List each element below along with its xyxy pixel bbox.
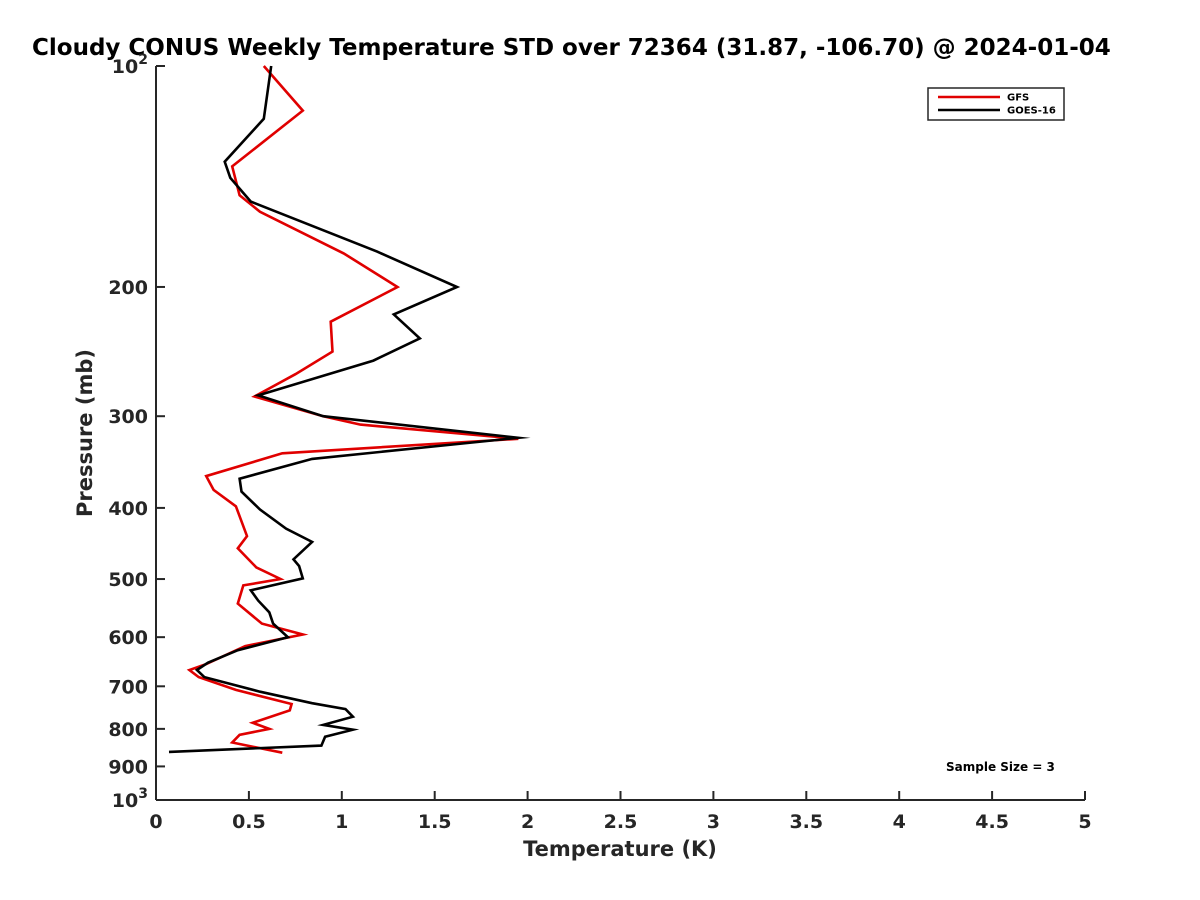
legend-label: GOES-16: [1007, 106, 1056, 117]
x-tick-label: 1: [335, 811, 348, 833]
x-tick-label: 4.5: [975, 811, 1009, 833]
y-tick-label: 700: [108, 676, 148, 698]
y-tick-base: 10: [112, 56, 138, 78]
y-tick-label: 102: [112, 52, 148, 78]
y-tick-label: 900: [108, 756, 148, 778]
x-tick-label: 1.5: [418, 811, 452, 833]
y-tick-label: 103: [112, 786, 148, 812]
plot-area: [155, 66, 1085, 801]
y-tick-label: 800: [108, 719, 148, 741]
chart-title: Cloudy CONUS Weekly Temperature STD over…: [32, 35, 1111, 61]
x-tick-label: 0.5: [232, 811, 266, 833]
x-tick-label: 3: [707, 811, 720, 833]
y-tick-label: 500: [108, 569, 148, 591]
legend: GFS GOES-16: [927, 87, 1065, 121]
x-tick-label: 2: [521, 811, 534, 833]
y-tick-exponent: 2: [138, 52, 148, 68]
x-tick-label: 5: [1078, 811, 1091, 833]
y-tick-label: 300: [108, 406, 148, 428]
y-tick-label: 200: [108, 277, 148, 299]
series-line-gfs: [186, 65, 519, 754]
sample-size-annotation: Sample Size = 3: [946, 760, 1055, 774]
y-axis-label: Pressure (mb): [73, 349, 97, 517]
series-layer: [168, 65, 531, 754]
legend-label: GFS: [1007, 93, 1029, 104]
x-tick-label: 3.5: [789, 811, 823, 833]
y-tick-label: 600: [108, 627, 148, 649]
y-tick-label: 400: [108, 498, 148, 520]
legend-box: [927, 87, 1065, 121]
x-axis-ticks: 0 0.5 1 1.5 2 2.5 3 3.5 4 4.5 5: [149, 791, 1092, 833]
series-line-goes-16: [168, 65, 531, 754]
x-tick-label: 2.5: [604, 811, 638, 833]
y-tick-exponent: 3: [138, 786, 148, 802]
legend-entries: GFS GOES-16: [938, 93, 1056, 117]
y-tick-base: 10: [112, 790, 138, 812]
x-tick-label: 0: [149, 811, 162, 833]
x-axis-label: Temperature (K): [523, 837, 717, 861]
x-tick-label: 4: [893, 811, 906, 833]
